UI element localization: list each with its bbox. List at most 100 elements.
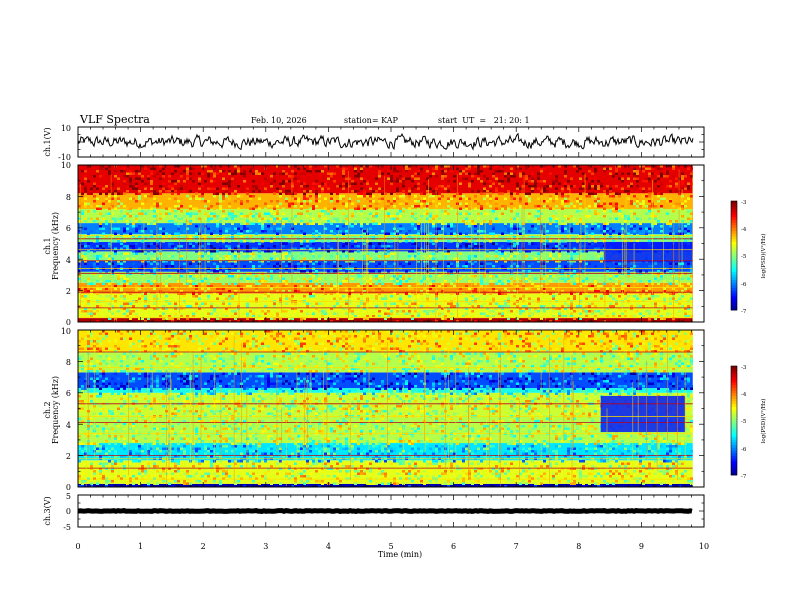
ch1-spec-speckle <box>453 258 456 261</box>
ch1-spec-speckle <box>528 310 531 313</box>
ch1-spec-speckle <box>528 220 531 223</box>
ch1-spec-speckle <box>297 288 300 291</box>
ch1-spec-speckle <box>555 193 558 196</box>
ch1-spec-speckle <box>105 253 108 256</box>
ch1-spec-speckle <box>93 313 96 316</box>
ch1-spec-speckle <box>588 195 591 198</box>
ch1-spec-speckle <box>279 195 282 198</box>
ch1-spec-speckle <box>168 255 171 258</box>
ch1-spec-speckle <box>477 173 480 176</box>
ch1-spec-speckle <box>396 278 399 281</box>
ch1-spec-speckle <box>459 198 462 201</box>
ch1-spec-speckle <box>396 173 399 176</box>
ch1-spec-speckle <box>495 188 498 191</box>
ch1-spec-speckle <box>594 200 597 203</box>
ch1-spec-speckle <box>108 255 111 258</box>
ch1-spec-speckle <box>621 205 624 208</box>
ch1-spec-speckle <box>399 175 402 178</box>
ch1-spec-speckle <box>489 198 492 201</box>
ch1-spec-speckle <box>81 183 84 186</box>
ch1-spec-speckle <box>399 283 402 286</box>
ch1-spec-speckle <box>303 178 306 181</box>
ch1-spec-speckle <box>657 283 660 286</box>
ch1-spec-speckle <box>483 190 486 193</box>
ch1-spec-speckle <box>519 280 522 283</box>
ch1-spec-speckle <box>615 275 618 278</box>
ch1-spec-speckle <box>132 253 135 256</box>
ch1-spec-speckle <box>273 178 276 181</box>
ch1-spec-speckle <box>243 173 246 176</box>
ch1-spec-speckle <box>96 170 99 173</box>
ch1-spec-speckle <box>408 250 411 253</box>
ch1-spec-speckle <box>408 278 411 281</box>
ch1-spec-speckle <box>681 263 684 266</box>
ch1-spec-speckle <box>252 265 255 268</box>
ch1-spec-speckle <box>633 280 636 283</box>
ch1-spec-speckle <box>135 313 138 316</box>
ch1-spec-speckle <box>537 215 540 218</box>
ch1-spec-speckle <box>120 263 123 266</box>
ch1-spec-speckle <box>180 245 183 248</box>
ch1-spec-speckle <box>354 183 357 186</box>
ch1-spec-speckle <box>141 295 144 298</box>
ch1-spec-speckle <box>282 205 285 208</box>
ch1-spec-speckle <box>153 230 156 233</box>
ch1-spec-speckle <box>255 220 258 223</box>
ch1-spec-speckle <box>234 253 237 256</box>
ch1-spec-speckle <box>228 225 231 228</box>
ch1-spec-speckle <box>408 263 411 266</box>
ch1-spec-speckle <box>261 240 264 243</box>
ch1-spec-speckle <box>657 175 660 178</box>
ch1-spec-speckle <box>333 208 336 211</box>
ch1-spec-speckle <box>513 208 516 211</box>
ch1-spec-speckle <box>585 293 588 296</box>
ch1-spec-speckle <box>546 230 549 233</box>
ch1-spec-speckle <box>555 195 558 198</box>
ch1-spec-speckle <box>687 283 690 286</box>
ch1-spec-speckle <box>231 250 234 253</box>
ch1-spec-speckle <box>360 168 363 171</box>
ch1-spec-speckle <box>330 223 333 226</box>
ch1-spec-speckle <box>579 318 582 321</box>
ch1-spec-speckle <box>345 243 348 246</box>
ch1-spec-speckle <box>582 223 585 226</box>
ch1-spec-speckle <box>258 173 261 176</box>
ch1-spec-speckle <box>273 305 276 308</box>
ch1-spec-speckle <box>477 245 480 248</box>
ch1-spec-speckle <box>522 270 525 273</box>
ch1-spec-speckle <box>366 223 369 226</box>
ch1-spec-speckle <box>399 210 402 213</box>
ch1-spec-speckle <box>435 240 438 243</box>
ch1-spec-speckle <box>321 303 324 306</box>
ch1-spec-speckle <box>96 173 99 176</box>
ch1-spec-speckle <box>474 270 477 273</box>
ch1-spec-speckle <box>165 190 168 193</box>
ch1-spec-speckle <box>600 230 603 233</box>
ch1-spec-speckle <box>471 220 474 223</box>
ch1-spec-speckle <box>525 220 528 223</box>
ch1-spec-speckle <box>318 218 321 221</box>
ch1-spec-speckle <box>573 298 576 301</box>
ch1-spec-speckle <box>408 288 411 291</box>
ch1-spec-speckle <box>252 185 255 188</box>
ch1-spec-speckle <box>564 183 567 186</box>
ch1-spec-speckle <box>156 298 159 301</box>
ch1-spec-speckle <box>276 263 279 266</box>
ch1-spec-speckle <box>375 295 378 298</box>
ch1-spec-speckle <box>504 225 507 228</box>
ch1-spec-speckle <box>618 210 621 213</box>
ch1-spec-speckle <box>261 223 264 226</box>
ch1-spec-speckle <box>402 228 405 231</box>
ch1-spec-speckle <box>405 233 408 236</box>
ch1-spec-speckle <box>354 243 357 246</box>
ch1-spec-speckle <box>585 278 588 281</box>
ch1-spec-speckle <box>294 288 297 291</box>
ch1-spec-speckle <box>642 188 645 191</box>
ch1-spec-speckle <box>525 275 528 278</box>
ch1-spec-speckle <box>330 213 333 216</box>
ch1-spec-speckle <box>84 303 87 306</box>
ch1-spec-speckle <box>381 255 384 258</box>
ch1-spec-speckle <box>357 218 360 221</box>
ch1-spec-speckle <box>570 185 573 188</box>
ch1-spec-speckle <box>648 295 651 298</box>
